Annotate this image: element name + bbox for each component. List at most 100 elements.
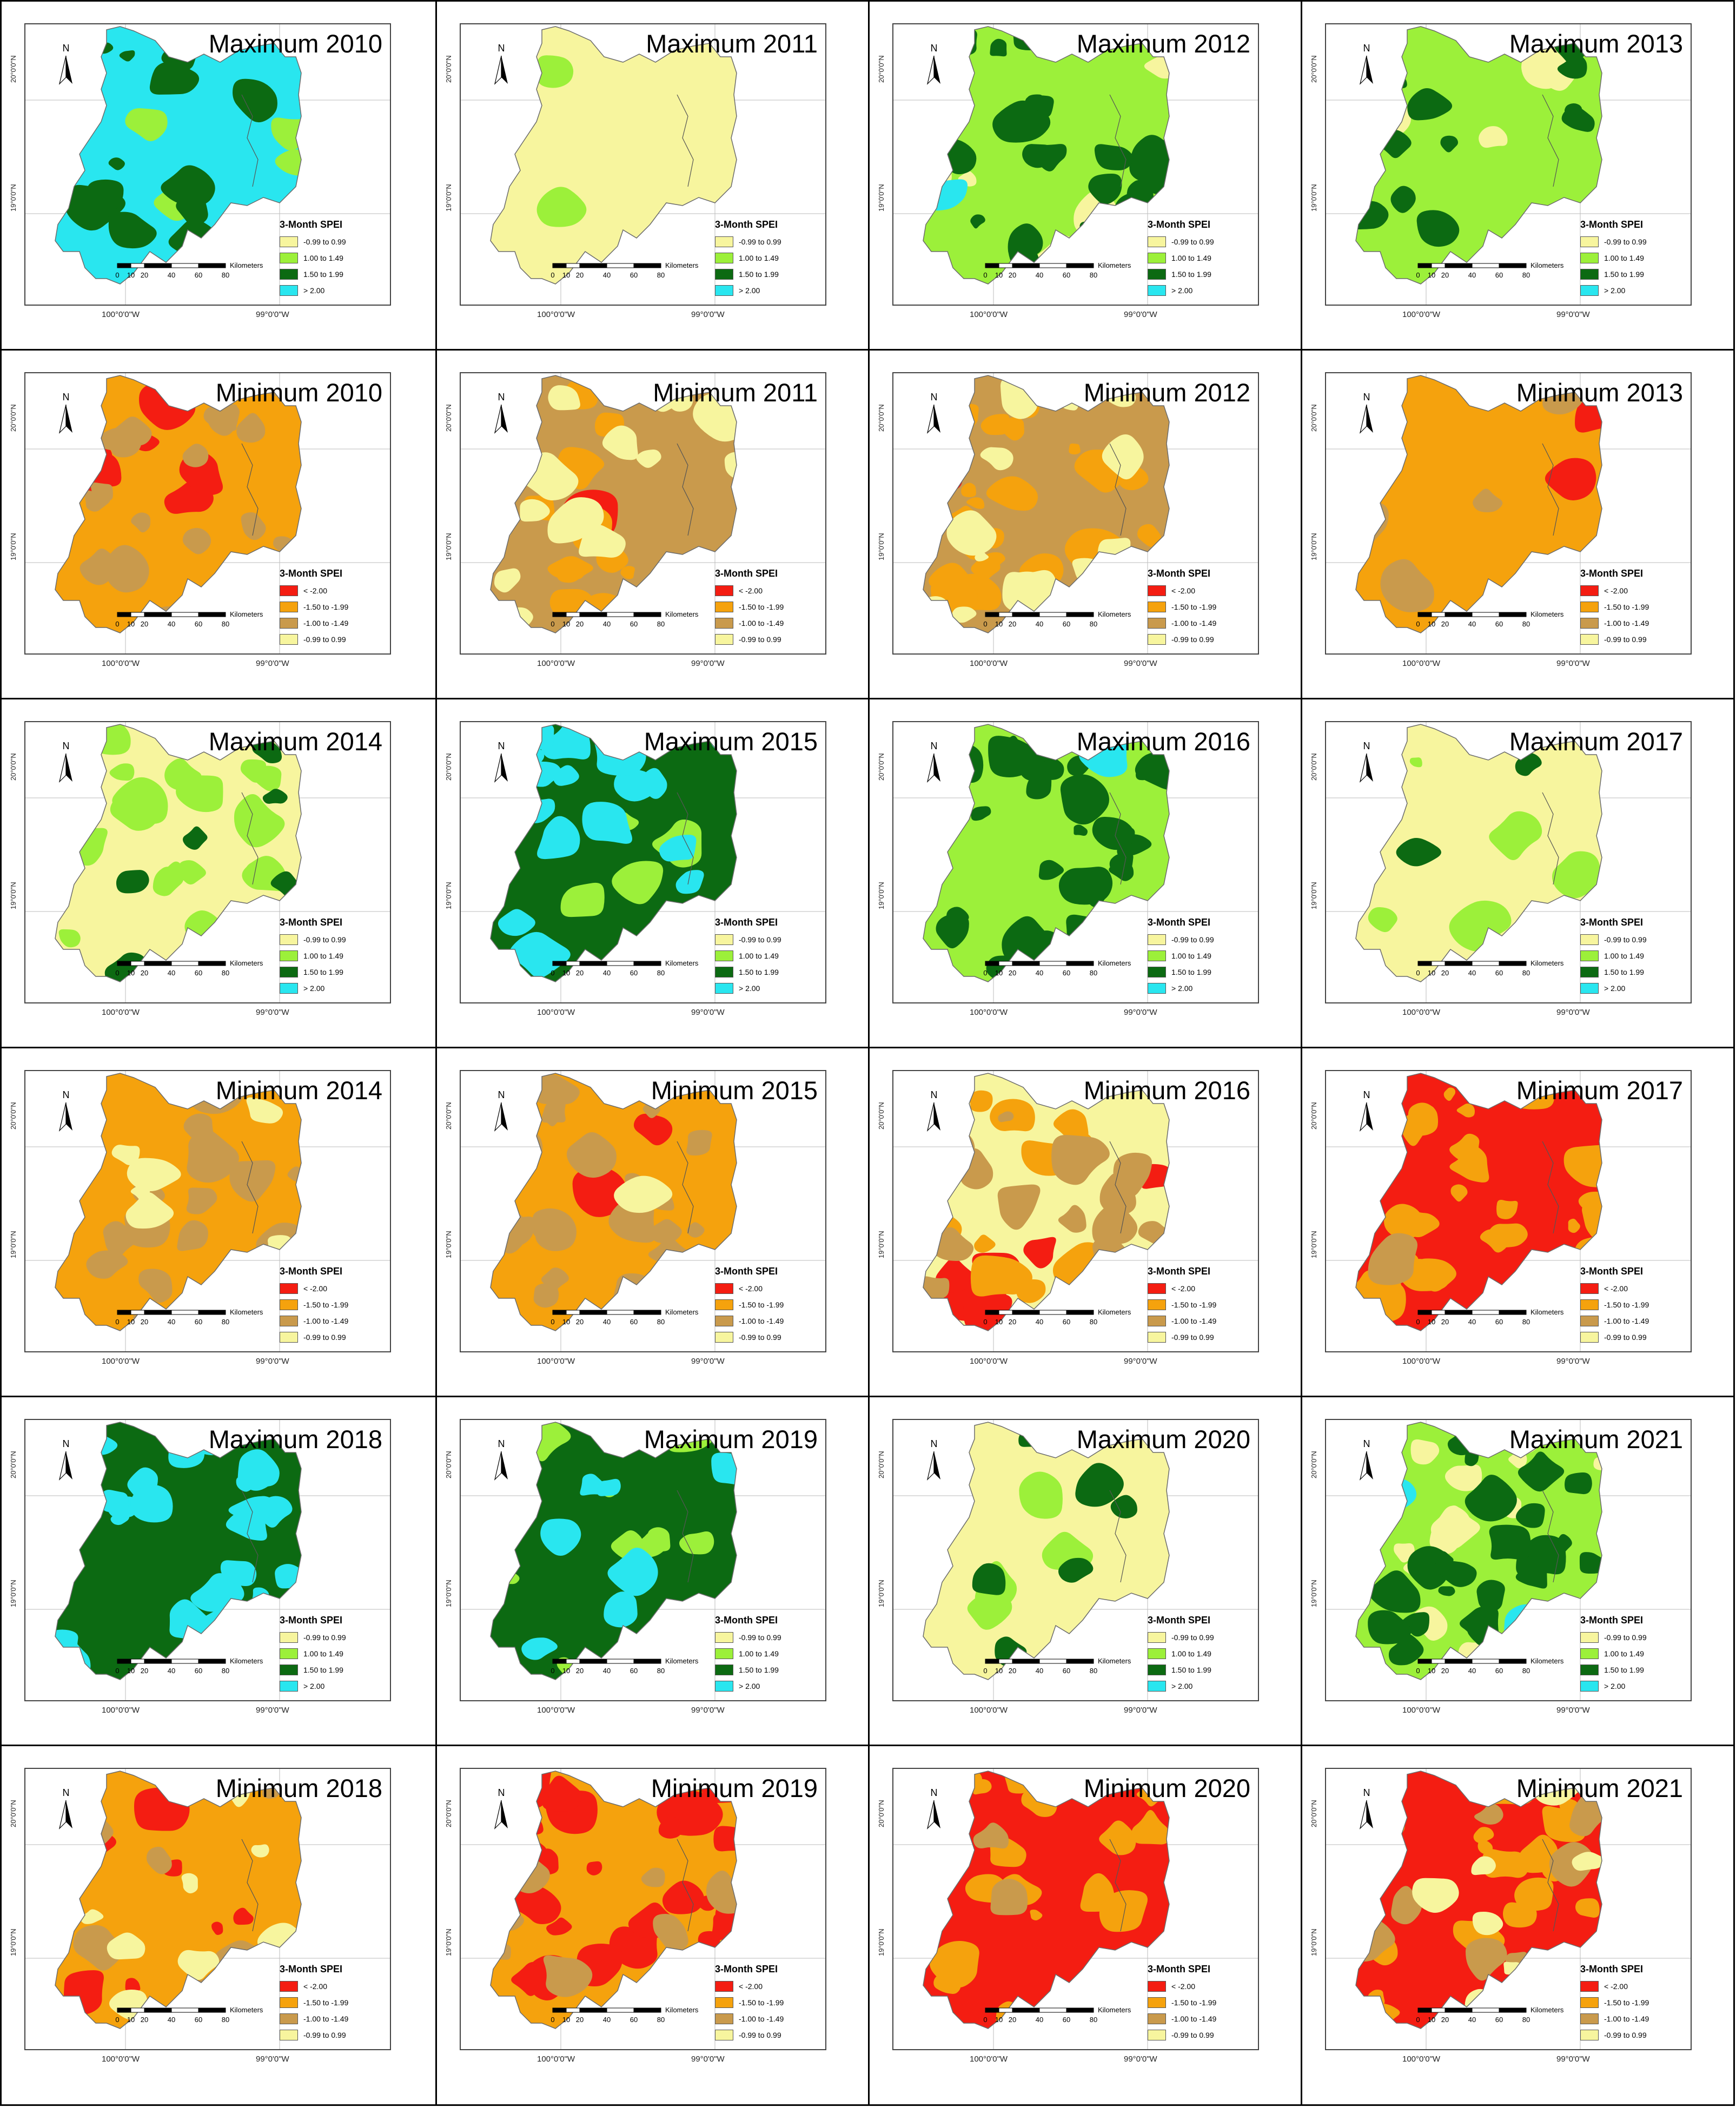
map-frame: Minimum 2014 N 3-Month SPEI < -2.00 -1.50 to… bbox=[24, 1070, 391, 1352]
legend-title: 3-Month SPEI bbox=[1148, 1615, 1210, 1626]
spei-class-patch bbox=[1030, 1080, 1053, 1099]
legend-title: 3-Month SPEI bbox=[1580, 1266, 1643, 1277]
legend-label: -0.99 to 0.99 bbox=[1604, 635, 1647, 644]
spei-class-patch bbox=[1000, 417, 1024, 441]
spei-class-patch bbox=[923, 448, 963, 493]
legend-entry: 1.50 to 1.99 bbox=[280, 964, 388, 980]
scale-unit-label: Kilometers bbox=[665, 959, 699, 967]
spei-class-patch bbox=[1476, 1580, 1505, 1613]
scale-tick-label: 20 bbox=[1009, 271, 1016, 279]
map-panel: Minimum 2017 N 3-Month SPEI < -2.00 -1.50 to… bbox=[1301, 1047, 1735, 1397]
latitude-label: 20°0'0"N bbox=[1310, 404, 1318, 432]
legend-swatch bbox=[1580, 618, 1599, 629]
legend-swatch bbox=[1148, 1981, 1166, 1992]
map-panel: Maximum 2013 N 3-Month SPEI -0.99 to 0.99 1.… bbox=[1301, 0, 1735, 351]
map-frame: Maximum 2015 N 3-Month SPEI -0.99 to 0.99 1.… bbox=[460, 721, 826, 1003]
scale-unit-label: Kilometers bbox=[1098, 610, 1131, 618]
longitude-label: 100°0'0"W bbox=[1402, 1706, 1441, 1715]
north-label: N bbox=[1363, 392, 1370, 402]
legend-entry: -1.00 to -1.49 bbox=[280, 2011, 388, 2027]
spei-class-patch bbox=[1066, 914, 1114, 958]
scale-tick-label: 40 bbox=[168, 969, 175, 977]
scale-tick-label: 20 bbox=[1441, 1318, 1449, 1326]
legend: 3-Month SPEI < -2.00 -1.50 to -1.99 -1.00 t… bbox=[1580, 568, 1688, 648]
map-panel: Maximum 2011 N 3-Month SPEI -0.99 to 0.99 1.… bbox=[435, 0, 870, 351]
legend-label: > 2.00 bbox=[303, 286, 325, 295]
legend-swatch bbox=[1148, 1299, 1166, 1310]
choropleth-map bbox=[461, 722, 825, 1002]
map-panel: Maximum 2019 N 3-Month SPEI -0.99 to 0.99 1.… bbox=[435, 1396, 870, 1746]
scale-unit-label: Kilometers bbox=[230, 1657, 263, 1665]
north-label: N bbox=[63, 1089, 70, 1100]
spei-class-patch bbox=[275, 1564, 301, 1589]
spei-class-patch bbox=[582, 802, 633, 844]
legend-swatch bbox=[280, 1283, 298, 1294]
region-outline bbox=[923, 724, 1170, 982]
longitude-label: 99°0'0"W bbox=[691, 1706, 725, 1715]
spei-class-patch bbox=[1058, 1557, 1094, 1583]
legend-label: > 2.00 bbox=[1171, 984, 1193, 993]
latitude-label: 19°0'0"N bbox=[1310, 184, 1318, 212]
legend: 3-Month SPEI -0.99 to 0.99 1.00 to 1.49 1.5… bbox=[1148, 917, 1256, 996]
legend-label: 1.00 to 1.49 bbox=[739, 254, 779, 262]
longitude-label: 100°0'0"W bbox=[970, 659, 1008, 668]
longitude-label: 100°0'0"W bbox=[537, 1357, 575, 1366]
legend-swatch bbox=[715, 1648, 733, 1659]
panel-title: Minimum 2020 bbox=[1083, 1774, 1250, 1802]
legend-label: -1.50 to -1.99 bbox=[1604, 1998, 1649, 2007]
scale-tick-label: 10 bbox=[127, 271, 135, 279]
legend: 3-Month SPEI -0.99 to 0.99 1.00 to 1.49 1.5… bbox=[280, 1615, 388, 1694]
legend-swatch bbox=[715, 2030, 733, 2040]
spei-class-patch bbox=[521, 1637, 558, 1660]
municipal-boundary bbox=[1542, 1490, 1559, 1583]
scale-tick-label: 10 bbox=[995, 271, 1003, 279]
legend-label: > 2.00 bbox=[303, 1682, 325, 1690]
legend: 3-Month SPEI < -2.00 -1.50 to -1.99 -1.00 t… bbox=[280, 1964, 388, 2043]
legend-swatch bbox=[280, 2030, 298, 2040]
legend-swatch bbox=[1580, 2030, 1599, 2040]
map-frame: Maximum 2010 N 3-Month SPEI -0.99 to 0.99 1.… bbox=[24, 23, 391, 306]
spei-class-patch bbox=[1545, 458, 1596, 500]
legend-entry: -1.00 to -1.49 bbox=[1580, 1313, 1688, 1329]
panel-title: Maximum 2016 bbox=[1076, 727, 1250, 756]
north-arrow-icon: N bbox=[494, 1438, 508, 1481]
legend-swatch bbox=[715, 634, 733, 645]
legend: 3-Month SPEI < -2.00 -1.50 to -1.99 -1.00 t… bbox=[1580, 1964, 1688, 2043]
latitude-label: 19°0'0"N bbox=[1310, 882, 1318, 909]
legend-label: < -2.00 bbox=[739, 586, 763, 595]
map-frame: Maximum 2016 N 3-Month SPEI -0.99 to 0.99 1.… bbox=[892, 721, 1259, 1003]
legend-title: 3-Month SPEI bbox=[715, 219, 778, 230]
legend-entry: -1.50 to -1.99 bbox=[715, 1994, 823, 2011]
legend-entry: 1.50 to 1.99 bbox=[280, 266, 388, 282]
legend-entry: -1.50 to -1.99 bbox=[1148, 1297, 1256, 1313]
legend-entry: -0.99 to 0.99 bbox=[280, 2027, 388, 2043]
longitude-label: 99°0'0"W bbox=[1124, 1008, 1157, 1017]
spei-class-patch bbox=[724, 452, 737, 478]
spei-class-patch bbox=[1038, 144, 1067, 171]
longitude-label: 100°0'0"W bbox=[970, 1706, 1008, 1715]
legend-entry: -1.00 to -1.49 bbox=[1148, 1313, 1256, 1329]
scale-tick-label: 40 bbox=[168, 620, 175, 628]
municipal-boundary bbox=[1109, 1839, 1127, 1932]
scale-tick-label: 0 bbox=[551, 2016, 554, 2024]
legend-label: -1.00 to -1.49 bbox=[303, 2014, 349, 2023]
legend-label: -1.00 to -1.49 bbox=[303, 1317, 349, 1325]
region-outline bbox=[1355, 1771, 1602, 2029]
choropleth-map bbox=[893, 1071, 1258, 1351]
legend-swatch bbox=[715, 269, 733, 280]
spei-class-patch bbox=[1443, 1087, 1456, 1101]
scale-tick-label: 10 bbox=[127, 969, 135, 977]
spei-class-patch bbox=[1504, 1604, 1559, 1649]
scale-tick-label: 40 bbox=[168, 1318, 175, 1326]
spei-class-patch bbox=[990, 38, 1007, 57]
choropleth-map bbox=[893, 1420, 1258, 1700]
latitude-label: 19°0'0"N bbox=[877, 184, 885, 212]
legend-swatch bbox=[280, 1332, 298, 1343]
municipal-boundary bbox=[1542, 443, 1559, 536]
latitude-label: 19°0'0"N bbox=[1310, 1580, 1318, 1607]
spei-class-patch bbox=[610, 434, 634, 452]
legend-label: -0.99 to 0.99 bbox=[1604, 1333, 1647, 1342]
spei-class-patch bbox=[974, 1234, 996, 1253]
legend-swatch bbox=[280, 285, 298, 296]
